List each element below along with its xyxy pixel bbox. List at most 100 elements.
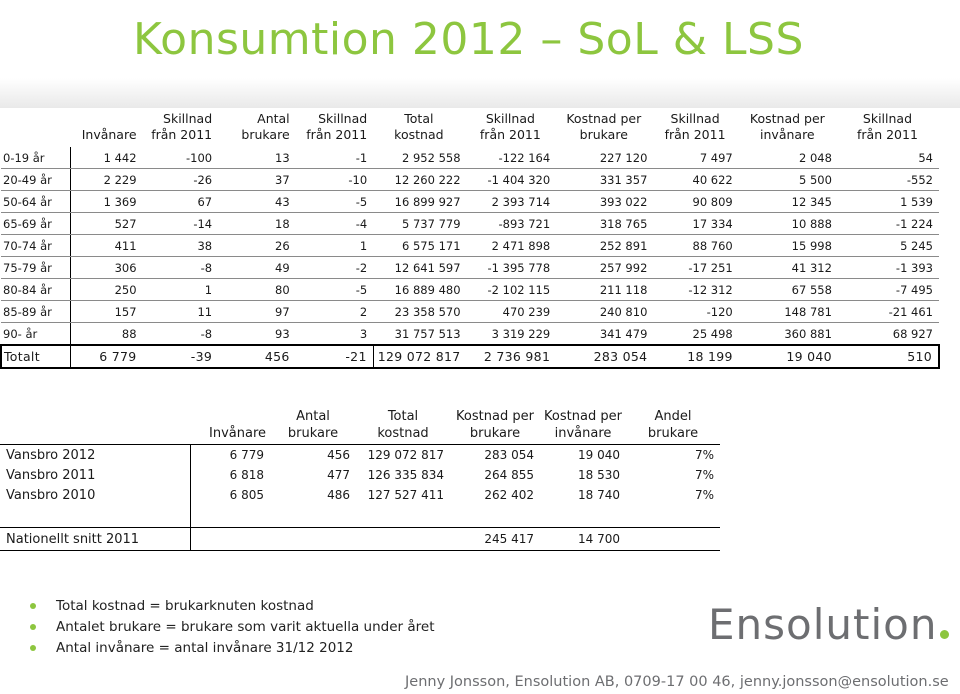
table-cell: 2 229 xyxy=(70,168,143,191)
national-average-label: Nationellt snitt 2011 xyxy=(0,527,190,551)
table-cell: 26 xyxy=(218,234,296,257)
table-cell: 1 xyxy=(295,234,374,257)
table-row: 65-69 år 527 -14 18 -4 5 737 779 -893 721 318 7… xyxy=(1,212,939,235)
table-cell: 411 xyxy=(70,234,143,257)
summary-cell: 7% xyxy=(694,468,714,482)
summary-column-header: Total kostnad xyxy=(356,408,450,445)
table-cell: 12 345 xyxy=(738,190,838,213)
summary-row: Vansbro 2010 6 805 486 127 527 411 262 402 18… xyxy=(0,485,720,505)
table-cell: -552 xyxy=(837,168,939,191)
table-cell: 331 357 xyxy=(556,168,654,191)
table-cell: 67 558 xyxy=(738,278,838,301)
summary-cell: 477 xyxy=(327,468,350,482)
definitions-list: Total kostnad = brukarknuten kostnad Ant… xyxy=(28,596,435,659)
table-cell: 38 xyxy=(142,234,219,257)
summary-cell: 456 xyxy=(327,448,350,462)
table-cell: -893 721 xyxy=(466,212,557,235)
total-cell: 2 736 981 xyxy=(466,344,557,369)
table-cell: 1 539 xyxy=(837,190,939,213)
column-header: Skillnad från 2011 xyxy=(857,111,918,142)
table-cell: 3 319 229 xyxy=(466,322,557,346)
table-cell: 15 998 xyxy=(738,234,838,257)
table-cell: 16 899 927 xyxy=(373,190,467,213)
summary-cell: 7% xyxy=(694,448,714,462)
table-cell: 148 781 xyxy=(738,300,838,323)
summary-row-label: Vansbro 2011 xyxy=(6,467,96,483)
summary-column-header: Kostnad per brukare xyxy=(450,408,540,445)
table-cell: -120 xyxy=(653,300,739,323)
table-cell: 88 xyxy=(70,322,143,346)
total-cell: -39 xyxy=(142,344,219,369)
summary-table: Invånare Antal brukare Total kostnad Kostn… xyxy=(0,408,720,551)
table-cell: 41 312 xyxy=(738,256,838,279)
total-cell: 510 xyxy=(837,344,941,369)
total-cell: 456 xyxy=(218,344,296,369)
table-cell: -100 xyxy=(142,147,219,169)
table-cell: 40 622 xyxy=(653,168,739,191)
table-cell: 318 765 xyxy=(556,212,654,235)
table-cell: 88 760 xyxy=(653,234,739,257)
table-cell: 257 992 xyxy=(556,256,654,279)
summary-row: Vansbro 2011 6 818 477 126 335 834 264 855 18… xyxy=(0,465,720,485)
national-average-cell xyxy=(626,527,720,551)
table-cell: 393 022 xyxy=(556,190,654,213)
row-label: 50-64 år xyxy=(1,190,71,213)
table-cell: -17 251 xyxy=(653,256,739,279)
column-header: Skillnad från 2011 xyxy=(306,111,368,142)
summary-cell: 129 072 817 xyxy=(367,448,444,462)
total-cell: -21 xyxy=(295,344,374,369)
national-average-cell xyxy=(356,527,450,551)
table-cell: 13 xyxy=(218,147,296,169)
table-cell: 360 881 xyxy=(738,322,838,346)
table-cell: -5 xyxy=(295,190,374,213)
spacer-cell xyxy=(626,505,720,528)
spacer-cell xyxy=(0,505,190,528)
summary-row-label: Vansbro 2012 xyxy=(6,447,96,463)
bullet-icon xyxy=(30,624,36,630)
table-cell: 1 xyxy=(142,278,219,301)
table-cell: 2 393 714 xyxy=(466,190,557,213)
table-cell: 25 498 xyxy=(653,322,739,346)
summary-column-header: Andel brukare xyxy=(626,408,720,445)
table-cell: 5 245 xyxy=(837,234,939,257)
table-row: 50-64 år 1 369 67 43 -5 16 899 927 2 393 714 39… xyxy=(1,190,939,213)
total-label: Totalt xyxy=(0,344,71,369)
table-cell: -8 xyxy=(142,322,219,346)
column-header: Total kostnad xyxy=(394,111,444,142)
definition-item: Total kostnad = brukarknuten kostnad xyxy=(28,596,435,617)
spacer-cell xyxy=(356,505,450,528)
table-cell: -21 461 xyxy=(837,300,939,323)
summary-cell: 19 040 xyxy=(578,448,620,462)
summary-cell: 127 527 411 xyxy=(367,488,444,502)
row-label: 90- år xyxy=(1,322,71,346)
table-cell: 43 xyxy=(218,190,296,213)
spacer-row xyxy=(0,505,720,528)
row-label: 65-69 år xyxy=(1,212,71,235)
total-cell: 283 054 xyxy=(556,344,654,369)
table-cell: 527 xyxy=(70,212,143,235)
summary-header-corner xyxy=(0,408,190,445)
spacer-cell xyxy=(450,505,540,528)
table-cell: 2 952 558 xyxy=(373,147,467,169)
summary-row: Vansbro 2012 6 779 456 129 072 817 283 054 19… xyxy=(0,444,720,465)
table-cell: 306 xyxy=(70,256,143,279)
header-corner xyxy=(1,108,71,147)
table-cell: 3 xyxy=(295,322,374,346)
summary-cell: 264 855 xyxy=(484,468,534,482)
table-cell: 5 737 779 xyxy=(373,212,467,235)
column-header: Skillnad från 2011 xyxy=(151,111,213,142)
summary-cell: 18 530 xyxy=(578,468,620,482)
row-label: 85-89 år xyxy=(1,300,71,323)
table-cell: 1 369 xyxy=(70,190,143,213)
table-cell: 240 810 xyxy=(556,300,654,323)
age-group-table: Invånare Skillnad från 2011 Antal brukare … xyxy=(0,108,941,369)
table-cell: 68 927 xyxy=(837,322,939,346)
column-header: Kostnad per invånare xyxy=(749,111,825,142)
national-average-row: Nationellt snitt 2011 245 417 14 700 xyxy=(0,527,720,551)
table-row: 0-19 år 1 442 -100 13 -1 2 952 558 -122 164 227… xyxy=(1,147,939,169)
summary-column-header: Antal brukare xyxy=(270,408,356,445)
table-cell: 2 048 xyxy=(738,147,838,169)
summary-cell: 262 402 xyxy=(484,488,534,502)
table-cell: 93 xyxy=(218,322,296,346)
table-cell: -12 312 xyxy=(653,278,739,301)
